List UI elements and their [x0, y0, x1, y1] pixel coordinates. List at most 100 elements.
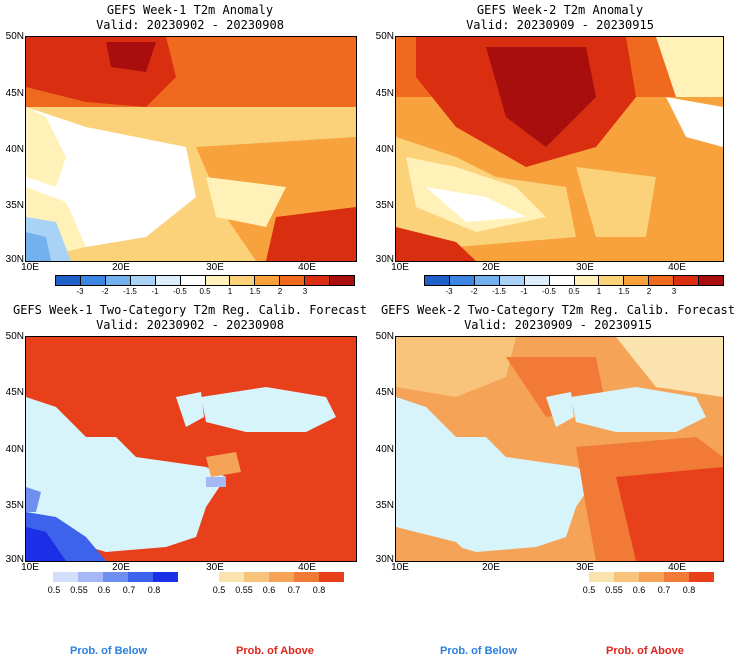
- cbar-swatch: [614, 572, 639, 582]
- panel3-below-colorbar: [53, 572, 178, 582]
- panel3-below-label: 0.55: [70, 585, 88, 595]
- cbar-swatch: [130, 276, 156, 285]
- panel4-ytick-30: 30N: [375, 554, 394, 565]
- panel3-ytick-40: 40N: [5, 444, 24, 455]
- cbar-swatch: [449, 276, 475, 285]
- panel3-xtick-30: 30E: [206, 562, 224, 573]
- cbar-swatch: [153, 572, 178, 582]
- panel3-above-label: 0.5: [212, 585, 226, 595]
- panel2-title: GEFS Week-2 T2m Anomaly Valid: 20230909 …: [395, 3, 725, 33]
- panel1-ytick-35: 35N: [5, 200, 24, 211]
- map-week2-anomaly: [395, 36, 724, 262]
- panel1-cbar-label: 3: [302, 287, 308, 296]
- cbar-swatch: [269, 572, 294, 582]
- cbar-swatch: [280, 276, 306, 285]
- cbar-swatch: [639, 572, 664, 582]
- panel1-cbar-label: 2: [277, 287, 283, 296]
- panel2-ytick-45: 45N: [375, 88, 394, 99]
- panel2-cbar-label: -1.5: [492, 287, 506, 296]
- cbar-swatch: [78, 572, 103, 582]
- panel4-xtick-40: 40E: [668, 562, 686, 573]
- panel4-prob-below-label: Prob. of Below: [440, 645, 517, 657]
- cbar-swatch: [425, 276, 450, 285]
- panel4-title-line1: GEFS Week-2 Two-Category T2m Reg. Calib.…: [380, 303, 735, 317]
- panel1-cbar-label: 1.5: [249, 287, 261, 296]
- panel3-title-line1: GEFS Week-1 Two-Category T2m Reg. Calib.…: [12, 303, 367, 317]
- panel2-cbar-label: 1: [596, 287, 602, 296]
- map-week1-anomaly: [25, 36, 357, 262]
- cbar-swatch: [689, 572, 714, 582]
- panel1-xtick-20: 20E: [112, 262, 130, 273]
- panel4-title-line2: Valid: 20230909 - 20230915: [464, 318, 652, 332]
- cbar-swatch: [103, 572, 128, 582]
- cbar-swatch: [80, 276, 106, 285]
- panel3-ytick-30: 30N: [5, 554, 24, 565]
- panel3-prob-below-label: Prob. of Below: [70, 645, 147, 657]
- panel1-title: GEFS Week-1 T2m Anomaly Valid: 20230902 …: [25, 3, 355, 33]
- panel1-cbar-label: -0.5: [173, 287, 187, 296]
- panel1-xtick-40: 40E: [298, 262, 316, 273]
- cbar-swatch: [624, 276, 650, 285]
- panel2-cbar-label: 1.5: [618, 287, 630, 296]
- panel2-anomaly-colorbar: [424, 275, 724, 286]
- panel4-above-label: 0.6: [632, 585, 646, 595]
- cbar-swatch: [319, 572, 344, 582]
- cbar-swatch: [205, 276, 231, 285]
- cbar-swatch: [499, 276, 525, 285]
- panel3-above-label: 0.6: [262, 585, 276, 595]
- panel3-above-label: 0.7: [287, 585, 301, 595]
- cbar-swatch: [524, 276, 550, 285]
- panel2-ytick-35: 35N: [375, 200, 394, 211]
- panel1-xtick-10: 10E: [21, 262, 39, 273]
- cbar-swatch: [589, 572, 614, 582]
- cbar-swatch: [474, 276, 500, 285]
- cbar-swatch: [699, 276, 724, 285]
- panel2-cbar-label: -2: [470, 287, 478, 296]
- panel1-ytick-40: 40N: [5, 144, 24, 155]
- panel3-above-label: 0.8: [312, 585, 326, 595]
- panel1-xtick-30: 30E: [206, 262, 224, 273]
- panel4-xtick-20: 20E: [482, 562, 500, 573]
- panel2-cbar-label: 0.5: [568, 287, 580, 296]
- cbar-swatch: [674, 276, 700, 285]
- panel3-above-label: 0.55: [235, 585, 253, 595]
- panel3-below-label: 0.5: [47, 585, 61, 595]
- panel1-title-line1: GEFS Week-1 T2m Anomaly: [106, 3, 274, 17]
- panel2-ytick-40: 40N: [375, 144, 394, 155]
- cbar-swatch: [599, 276, 625, 285]
- cbar-swatch: [56, 276, 81, 285]
- panel1-cbar-label: -1: [151, 287, 159, 296]
- cbar-swatch: [128, 572, 153, 582]
- panel2-ytick-50: 50N: [375, 31, 394, 42]
- cbar-swatch: [330, 276, 355, 285]
- panel2-cbar-label: 2: [646, 287, 652, 296]
- panel1-title-line2: Valid: 20230902 - 20230908: [96, 18, 284, 32]
- panel1-cbar-label: 1: [227, 287, 233, 296]
- cbar-swatch: [219, 572, 244, 582]
- cbar-swatch: [105, 276, 131, 285]
- panel2-xtick-10: 10E: [391, 262, 409, 273]
- panel3-below-label: 0.8: [147, 585, 161, 595]
- panel3-ytick-45: 45N: [5, 387, 24, 398]
- map-week1-probability: [25, 336, 357, 562]
- panel3-below-label: 0.7: [122, 585, 136, 595]
- cbar-swatch: [574, 276, 600, 285]
- panel1-ytick-30: 30N: [5, 254, 24, 265]
- panel3-prob-above-label: Prob. of Above: [236, 645, 314, 657]
- panel4-ytick-50: 50N: [375, 331, 394, 342]
- map-week2-probability: [395, 336, 724, 562]
- cbar-swatch: [664, 572, 689, 582]
- cbar-swatch: [255, 276, 281, 285]
- cbar-swatch: [294, 572, 319, 582]
- panel4-above-label: 0.55: [605, 585, 623, 595]
- panel1-cbar-label: 0.5: [199, 287, 211, 296]
- panel1-cbar-label: -1.5: [123, 287, 137, 296]
- cbar-swatch: [180, 276, 206, 285]
- panel4-ytick-35: 35N: [375, 500, 394, 511]
- panel2-cbar-label: -1: [520, 287, 528, 296]
- panel3-ytick-35: 35N: [5, 500, 24, 511]
- panel2-cbar-label: -3: [445, 287, 453, 296]
- panel2-ytick-30: 30N: [375, 254, 394, 265]
- panel3-xtick-10: 10E: [21, 562, 39, 573]
- panel2-xtick-40: 40E: [668, 262, 686, 273]
